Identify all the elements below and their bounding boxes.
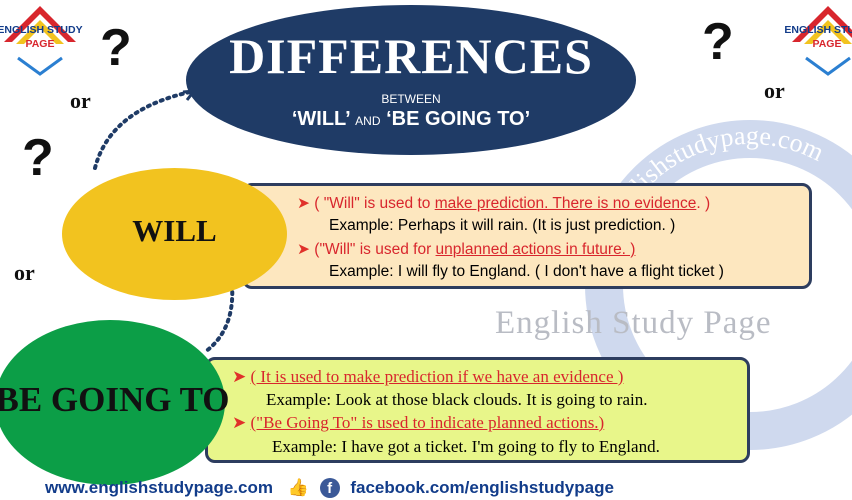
logo-chevron-icon xyxy=(4,6,76,76)
logo-text: ENGLISH STUDY xyxy=(784,24,852,36)
title-will: ‘WILL’ xyxy=(291,108,350,130)
title-subtitle: ‘WILL’ AND ‘BE GOING TO’ xyxy=(186,108,636,131)
logo-page-text: PAGE xyxy=(25,38,55,50)
logo-right: ENGLISH STUDY PAGE xyxy=(784,2,852,81)
logo-text: ENGLISH STUDY xyxy=(0,24,83,36)
title-and: AND xyxy=(355,114,381,128)
facebook-icon: f xyxy=(319,478,340,498)
going-rule-1: ➤ ( It is used to make prediction if we … xyxy=(232,367,624,386)
will-example-2: Example: I will fly to England. ( I don'… xyxy=(329,263,724,280)
question-mark-icon: ? xyxy=(22,129,54,187)
going-rule-2: ➤ ("Be Going To" is used to indicate pla… xyxy=(232,413,605,432)
going-label: BE GOING TO xyxy=(0,380,230,419)
title-going: ‘BE GOING TO’ xyxy=(386,108,531,130)
going-ellipse xyxy=(0,320,225,485)
question-mark-icon: ? xyxy=(100,19,132,77)
or-text: or xyxy=(70,88,91,113)
logo-left: ENGLISH STUDY PAGE xyxy=(0,2,83,81)
thumbs-up-icon: 👍 xyxy=(287,478,309,497)
or-text: or xyxy=(764,78,785,103)
going-explanation-box: ➤ ( It is used to make prediction if we … xyxy=(205,357,750,463)
will-explanation-box: ➤ ( "Will" is used to make prediction. T… xyxy=(242,183,812,289)
or-text: or xyxy=(14,260,35,285)
question-mark-icon: ? xyxy=(702,13,734,71)
will-ellipse xyxy=(62,168,287,300)
logo-chevron-icon xyxy=(792,6,852,76)
will-example-1: Example: Perhaps it will rain. (It is ju… xyxy=(329,217,676,234)
will-rule-2: ➤ ("Will" is used for unplanned actions … xyxy=(297,241,636,258)
title-ellipse xyxy=(186,5,636,155)
footer-site-link[interactable]: www.englishstudypage.com xyxy=(45,478,273,497)
footer: www.englishstudypage.com 👍 f facebook.co… xyxy=(45,478,614,498)
going-example-1: Example: Look at those black clouds. It … xyxy=(266,390,648,409)
footer-facebook-link[interactable]: facebook.com/englishstudypage xyxy=(350,478,614,497)
page-title: DIFFERENCES xyxy=(229,28,593,84)
arrow-bullet-icon: ➤ xyxy=(232,367,251,386)
arrow-bullet-icon: ➤ xyxy=(297,195,315,212)
arrow-bullet-icon: ➤ xyxy=(232,413,251,432)
going-example-2: Example: I have got a ticket. I'm going … xyxy=(272,437,660,456)
title-between: BETWEEN xyxy=(381,92,441,106)
logo-page-text: PAGE xyxy=(812,38,842,50)
will-rule-1: ➤ ( "Will" is used to make prediction. T… xyxy=(297,195,711,212)
watermark-text: English Study Page xyxy=(495,305,772,341)
arrow-bullet-icon: ➤ xyxy=(297,241,315,258)
will-label: WILL xyxy=(132,213,217,248)
